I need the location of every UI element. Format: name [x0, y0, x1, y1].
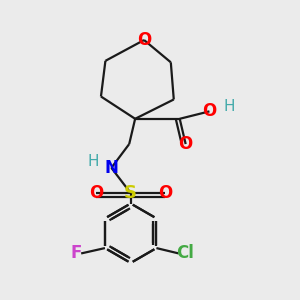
Text: N: N — [104, 159, 118, 177]
Text: S: S — [124, 184, 137, 202]
Text: O: O — [178, 135, 193, 153]
Text: F: F — [70, 244, 82, 262]
Text: O: O — [137, 31, 151, 49]
Text: O: O — [89, 184, 103, 202]
Text: O: O — [158, 184, 172, 202]
Text: H: H — [223, 98, 235, 113]
Text: O: O — [202, 102, 217, 120]
Text: H: H — [88, 154, 99, 169]
Text: Cl: Cl — [176, 244, 194, 262]
